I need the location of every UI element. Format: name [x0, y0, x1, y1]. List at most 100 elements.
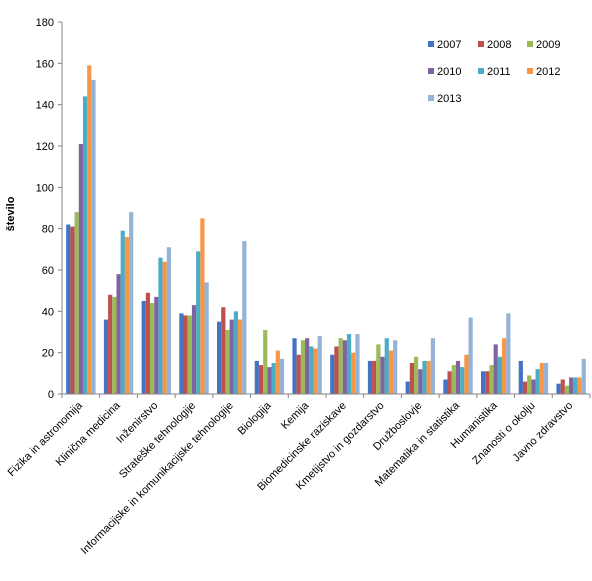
x-tick-label: Klinična medicina [54, 399, 124, 469]
bar [149, 303, 155, 394]
bar [162, 261, 167, 394]
bar [518, 360, 523, 394]
bar [120, 230, 125, 394]
bar [535, 369, 540, 394]
bar [317, 336, 322, 394]
bar [271, 363, 276, 394]
bar [74, 212, 79, 394]
bar [460, 367, 465, 394]
bar [342, 340, 347, 394]
legend-label: 2011 [487, 66, 511, 78]
bar [187, 315, 192, 394]
y-tick-label: 20 [42, 348, 54, 360]
bar [141, 301, 146, 394]
x-tick-label: Biologija [236, 399, 275, 438]
bar [183, 315, 188, 394]
bar [413, 356, 419, 394]
y-tick-label: 0 [48, 389, 54, 401]
bar [87, 65, 92, 395]
bar [577, 377, 582, 394]
bar [543, 363, 549, 394]
bar [238, 319, 243, 394]
bar [560, 379, 565, 394]
bar [200, 218, 205, 394]
bar [263, 329, 268, 394]
y-tick-label: 60 [42, 265, 54, 277]
bar [426, 360, 431, 394]
bar [275, 350, 280, 394]
bar [346, 334, 352, 394]
bar [393, 340, 398, 394]
legend-swatch [428, 95, 434, 101]
bar [313, 348, 318, 394]
bar [502, 338, 507, 394]
bar [233, 311, 239, 394]
y-tick-label: 160 [36, 58, 54, 70]
bar [217, 321, 222, 394]
bar [229, 319, 234, 394]
bar [522, 381, 528, 394]
bar [334, 346, 339, 394]
bar [493, 344, 498, 394]
legend-swatch [478, 41, 484, 47]
bar [158, 257, 163, 394]
bar [292, 338, 297, 394]
bar [338, 338, 343, 394]
bar [91, 79, 96, 395]
y-tick-label: 100 [36, 182, 54, 194]
bar [70, 226, 75, 394]
bar [556, 383, 561, 394]
bar [468, 317, 473, 394]
bar [103, 319, 109, 394]
bar [581, 358, 586, 394]
bar [221, 307, 226, 394]
bar [78, 143, 83, 394]
bar [305, 338, 310, 394]
y-axis-title: število [5, 196, 17, 231]
bar [300, 340, 306, 394]
bar [455, 360, 461, 394]
bar [254, 360, 259, 394]
y-tick-label: 40 [42, 306, 54, 318]
bar [497, 356, 503, 394]
legend-swatch [428, 41, 434, 47]
bar [384, 338, 389, 394]
legend-label: 2010 [437, 66, 461, 78]
y-tick-label: 120 [36, 141, 54, 153]
bar [451, 365, 456, 394]
bar [527, 375, 532, 394]
bar [296, 354, 301, 394]
y-tick-label: 180 [36, 17, 54, 29]
bar [108, 294, 113, 394]
bar [196, 251, 201, 394]
bar [422, 360, 427, 394]
legend-label: 2008 [487, 39, 511, 51]
bar [443, 379, 448, 394]
bar [573, 377, 578, 394]
bar [405, 381, 410, 394]
bar [191, 305, 197, 394]
bar [539, 363, 544, 394]
bar [116, 274, 121, 394]
bar [409, 363, 414, 394]
bar [372, 360, 377, 394]
bar [489, 365, 494, 394]
bar [154, 296, 159, 394]
legend-label: 2009 [536, 39, 560, 51]
legend-swatch [478, 68, 484, 74]
bar [367, 360, 373, 394]
bar [447, 371, 452, 394]
bar [481, 371, 486, 394]
x-tick-label: Kemija [279, 399, 312, 432]
bar [380, 356, 385, 394]
bar [82, 96, 88, 395]
bar [506, 313, 511, 394]
bar [145, 292, 150, 394]
legend-swatch [527, 68, 533, 74]
bar [204, 282, 209, 394]
y-tick-label: 80 [42, 224, 54, 236]
bar [418, 369, 423, 394]
bar [129, 212, 134, 394]
y-tick-label: 140 [36, 100, 54, 112]
